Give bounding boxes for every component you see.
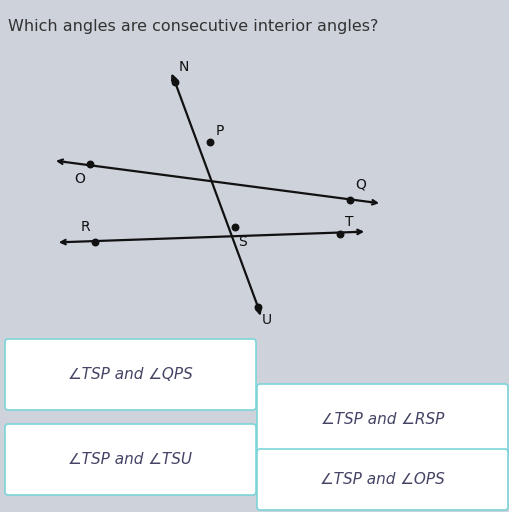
FancyBboxPatch shape (257, 384, 507, 455)
Text: Which angles are consecutive interior angles?: Which angles are consecutive interior an… (8, 19, 378, 34)
Text: S: S (238, 235, 246, 249)
Text: ∠TSP and ∠TSU: ∠TSP and ∠TSU (68, 452, 192, 467)
Point (91, 238, 99, 246)
Text: ∠TSP and ∠OPS: ∠TSP and ∠OPS (320, 472, 444, 487)
Point (345, 196, 353, 204)
Text: R: R (80, 220, 90, 234)
FancyBboxPatch shape (5, 424, 256, 495)
Point (86, 160, 94, 168)
FancyBboxPatch shape (257, 449, 507, 510)
Point (231, 223, 239, 231)
Point (171, 78, 179, 86)
Text: N: N (179, 60, 189, 74)
Point (335, 230, 344, 238)
Text: O: O (74, 172, 85, 186)
Text: ∠TSP and ∠RSP: ∠TSP and ∠RSP (320, 412, 443, 427)
Text: ∠TSP and ∠QPS: ∠TSP and ∠QPS (68, 367, 192, 382)
Text: P: P (216, 124, 224, 138)
Text: T: T (344, 215, 353, 229)
Text: Q: Q (354, 178, 365, 192)
Point (253, 303, 262, 311)
Text: U: U (262, 313, 272, 327)
FancyBboxPatch shape (5, 339, 256, 410)
Point (206, 138, 214, 146)
